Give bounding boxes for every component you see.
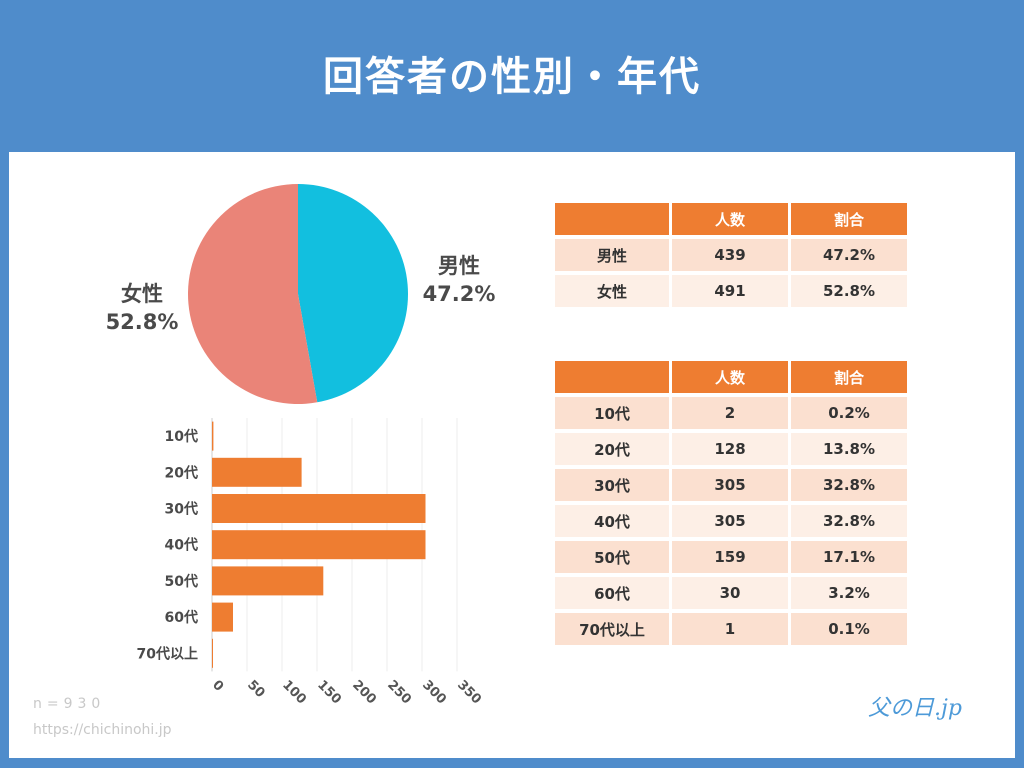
row-ratio: 32.8% xyxy=(791,505,907,537)
table-row: 20代 128 13.8% xyxy=(555,433,907,465)
table-row: 50代 159 17.1% xyxy=(555,541,907,573)
age-table-header-count: 人数 xyxy=(672,361,788,393)
category-label: 10代 xyxy=(165,428,198,445)
pie-label-female-value: 52.8% xyxy=(105,310,179,334)
table-row: 60代 30 3.2% xyxy=(555,577,907,609)
row-label: 40代 xyxy=(555,505,669,537)
x-tick-label: 200 xyxy=(349,678,379,708)
category-label: 50代 xyxy=(165,573,198,590)
row-count: 1 xyxy=(672,613,788,645)
age-table-header: 人数 割合 xyxy=(555,361,907,393)
pie-label-male: 男性 47.2% xyxy=(413,252,505,308)
site-url[interactable]: https://chichinohi.jp xyxy=(33,722,172,738)
bar xyxy=(212,494,426,523)
gender-pie-chart xyxy=(187,184,408,405)
row-label: 女性 xyxy=(555,275,669,307)
row-count: 30 xyxy=(672,577,788,609)
row-ratio: 52.8% xyxy=(791,275,907,307)
category-label: 30代 xyxy=(165,501,198,518)
pie-label-female: 女性 52.8% xyxy=(97,280,187,336)
bar xyxy=(212,457,302,487)
table-row: 男性 439 47.2% xyxy=(555,239,907,271)
pie-label-male-name: 男性 xyxy=(438,254,480,278)
gender-table: 人数 割合 男性 439 47.2% 女性 491 52.8% xyxy=(552,199,910,311)
category-label: 40代 xyxy=(165,537,198,554)
gender-table-header-ratio: 割合 xyxy=(791,203,907,235)
row-label: 男性 xyxy=(555,239,669,271)
x-tick-label: 150 xyxy=(314,678,344,708)
table-row: 女性 491 52.8% xyxy=(555,275,907,307)
age-table-header-ratio: 割合 xyxy=(791,361,907,393)
row-label: 10代 xyxy=(555,397,669,429)
row-label: 30代 xyxy=(555,469,669,501)
page-title: 回答者の性別・年代 xyxy=(323,54,701,100)
age-table: 人数 割合 10代 2 0.2% 20代 128 13.8% 30代 305 3… xyxy=(552,357,910,649)
row-ratio: 0.2% xyxy=(791,397,907,429)
row-label: 50代 xyxy=(555,541,669,573)
bar xyxy=(212,530,426,560)
age-bar-chart: 0 50 100 150 200 250 300 350 10代 20代 30代 40代 50代 60代 7… xyxy=(137,418,484,708)
row-label: 20代 xyxy=(555,433,669,465)
row-count: 128 xyxy=(672,433,788,465)
category-label: 20代 xyxy=(165,464,198,481)
row-count: 305 xyxy=(672,469,788,501)
category-label: 70代以上 xyxy=(137,645,198,662)
row-ratio: 47.2% xyxy=(791,239,907,271)
row-ratio: 17.1% xyxy=(791,541,907,573)
row-ratio: 0.1% xyxy=(791,613,907,645)
bar xyxy=(212,602,233,632)
pie-label-female-name: 女性 xyxy=(121,282,163,306)
x-tick-label: 0 xyxy=(209,678,226,695)
row-count: 491 xyxy=(672,275,788,307)
x-tick-label: 350 xyxy=(454,678,484,708)
row-count: 159 xyxy=(672,541,788,573)
row-label: 70代以上 xyxy=(555,613,669,645)
gender-table-header: 人数 割合 xyxy=(555,203,907,235)
gender-table-header-blank xyxy=(555,203,669,235)
row-count: 2 xyxy=(672,397,788,429)
x-tick-label: 100 xyxy=(279,678,309,708)
row-ratio: 13.8% xyxy=(791,433,907,465)
bar xyxy=(212,566,324,596)
table-row: 70代以上 1 0.1% xyxy=(555,613,907,645)
table-row: 40代 305 32.8% xyxy=(555,505,907,537)
pie-label-male-value: 47.2% xyxy=(422,282,496,306)
table-row: 30代 305 32.8% xyxy=(555,469,907,501)
content-panel: 女性 52.8% 男性 47.2% 0 50 100 150 200 250 300 350 1… xyxy=(9,152,1015,758)
gender-table-header-count: 人数 xyxy=(672,203,788,235)
bar xyxy=(212,421,214,451)
row-ratio: 32.8% xyxy=(791,469,907,501)
row-count: 305 xyxy=(672,505,788,537)
pie-slice-female xyxy=(187,184,318,405)
bar xyxy=(212,638,213,668)
sample-size: n=930 xyxy=(33,696,106,712)
x-tick-label: 250 xyxy=(384,678,414,708)
x-tick-label: 300 xyxy=(419,678,449,708)
pie-slice-male xyxy=(298,184,408,403)
age-table-header-blank xyxy=(555,361,669,393)
category-label: 60代 xyxy=(165,609,198,626)
site-logo: 父の日.jp xyxy=(868,696,962,721)
row-ratio: 3.2% xyxy=(791,577,907,609)
row-count: 439 xyxy=(672,239,788,271)
table-row: 10代 2 0.2% xyxy=(555,397,907,429)
row-label: 60代 xyxy=(555,577,669,609)
x-tick-label: 50 xyxy=(244,678,267,701)
